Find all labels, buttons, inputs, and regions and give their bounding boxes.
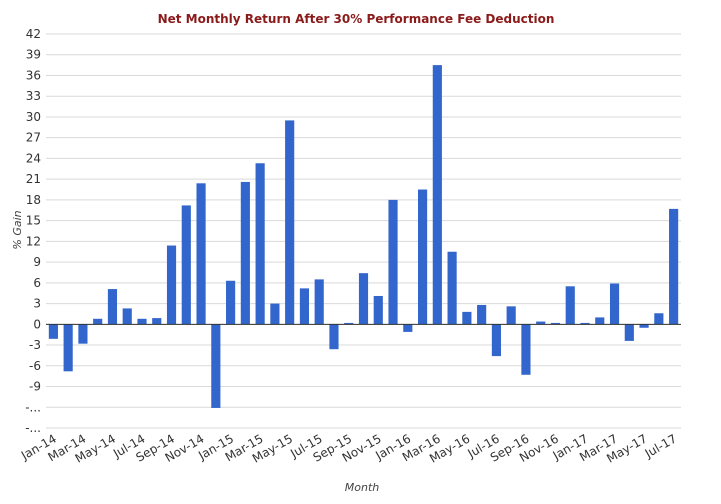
- y-tick-label: 0: [33, 317, 41, 331]
- bar-dec-16: [565, 286, 575, 325]
- y-axis-ticks: 42393633302724211815129630-3-6-9-...-...: [25, 27, 41, 435]
- x-axis-ticks: Jan-14Mar-14May-14Jul-14Sep-14Nov-14Jan-…: [18, 431, 679, 465]
- bar-sep-15: [344, 322, 354, 325]
- gridlines: [46, 33, 681, 429]
- bar-jan-14: [48, 324, 58, 339]
- bar-oct-16: [536, 321, 546, 325]
- y-tick-label: 9: [33, 255, 41, 269]
- bar-apr-15: [270, 303, 280, 325]
- bar-jun-15: [299, 288, 310, 325]
- bar-mar-17: [609, 283, 620, 325]
- bar-jan-16: [403, 324, 413, 332]
- bar-sep-16: [521, 324, 531, 375]
- y-tick-label: 39: [26, 48, 41, 62]
- bar-may-15: [285, 120, 295, 325]
- x-tick-label: Jul-17: [642, 431, 679, 461]
- y-tick-label: 30: [26, 110, 41, 124]
- y-tick-label: -...: [25, 400, 41, 414]
- y-tick-label: -3: [29, 338, 41, 352]
- y-tick-label: -...: [25, 421, 41, 435]
- x-axis-label: Month: [345, 481, 380, 494]
- y-tick-label: 27: [26, 131, 41, 145]
- y-tick-label: 12: [26, 234, 41, 248]
- y-tick-label: 6: [33, 276, 41, 290]
- bar-jul-17: [669, 208, 679, 325]
- bar-jun-16: [477, 304, 487, 325]
- bar-dec-15: [388, 199, 398, 325]
- bar-jun-17: [654, 313, 664, 325]
- bar-sep-14: [166, 245, 177, 325]
- bar-apr-14: [93, 318, 103, 325]
- bar-dec-14: [211, 324, 221, 408]
- bar-apr-17: [624, 324, 634, 341]
- y-tick-label: 18: [26, 193, 41, 207]
- bar-feb-17: [595, 317, 605, 325]
- bar-feb-16: [417, 189, 428, 325]
- y-tick-label: -6: [29, 359, 41, 373]
- chart-title: Net Monthly Return After 30% Performance…: [158, 12, 555, 26]
- bar-aug-16: [506, 306, 516, 325]
- bar-nov-14: [196, 183, 206, 325]
- bar-jan-15: [226, 280, 236, 325]
- bar-may-14: [107, 289, 118, 325]
- bar-mar-14: [78, 324, 88, 344]
- y-axis-label: % Gain: [11, 210, 24, 249]
- bar-feb-14: [63, 324, 73, 372]
- bars: [48, 65, 679, 408]
- bar-jul-15: [314, 279, 324, 325]
- y-tick-label: 33: [26, 89, 41, 103]
- bar-may-16: [462, 311, 472, 325]
- y-tick-label: 21: [26, 172, 41, 186]
- bar-mar-15: [255, 163, 265, 325]
- bar-apr-16: [447, 251, 457, 325]
- y-tick-label: 36: [26, 68, 41, 82]
- bar-mar-16: [432, 65, 442, 325]
- bar-jul-14: [137, 318, 147, 325]
- y-tick-label: 42: [26, 27, 41, 41]
- bar-aug-14: [152, 318, 162, 325]
- bar-nov-16: [550, 322, 561, 325]
- bar-may-17: [639, 324, 649, 328]
- y-tick-label: 15: [26, 214, 41, 228]
- y-tick-label: -9: [29, 380, 41, 394]
- bar-jun-14: [122, 308, 132, 325]
- bar-jan-17: [580, 322, 590, 325]
- bar-nov-15: [373, 295, 383, 325]
- bar-jul-16: [491, 324, 501, 357]
- bar-feb-15: [240, 181, 250, 325]
- bar-aug-15: [329, 324, 339, 350]
- bar-oct-15: [358, 273, 369, 325]
- y-tick-label: 3: [33, 297, 41, 311]
- y-tick-label: 24: [26, 151, 41, 165]
- bar-oct-14: [181, 205, 191, 325]
